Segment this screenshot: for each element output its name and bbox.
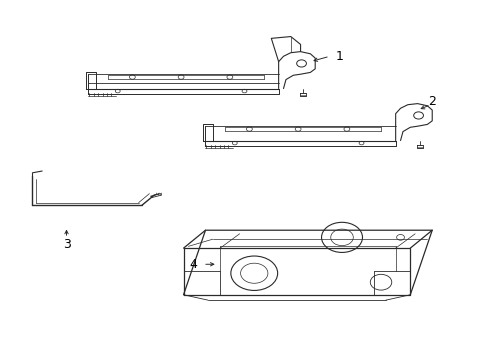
Text: 1: 1 bbox=[335, 50, 343, 63]
Text: 3: 3 bbox=[62, 238, 70, 251]
Text: 2: 2 bbox=[427, 95, 435, 108]
Text: 4: 4 bbox=[189, 258, 197, 271]
